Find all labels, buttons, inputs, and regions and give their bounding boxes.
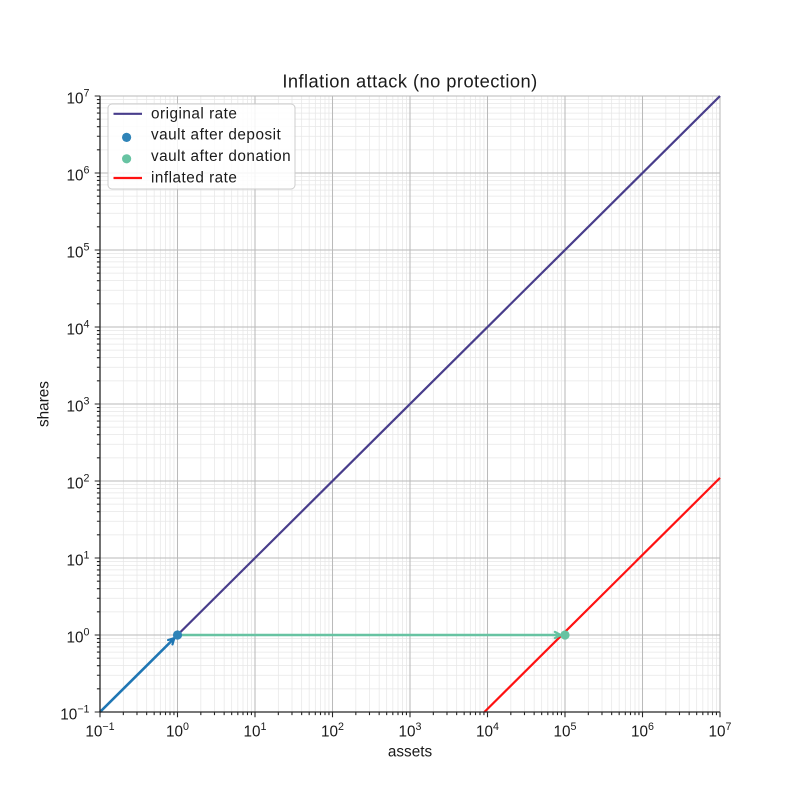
svg-text:10−1: 10−1 xyxy=(60,704,89,724)
svg-text:inflated rate: inflated rate xyxy=(151,170,237,187)
svg-text:assets: assets xyxy=(388,744,433,761)
svg-text:vault after donation: vault after donation xyxy=(151,148,291,165)
svg-text:vault after deposit: vault after deposit xyxy=(151,127,281,144)
svg-text:Inflation attack (no protectio: Inflation attack (no protection) xyxy=(282,71,537,92)
svg-text:original rate: original rate xyxy=(151,105,237,122)
svg-text:shares: shares xyxy=(36,381,53,427)
